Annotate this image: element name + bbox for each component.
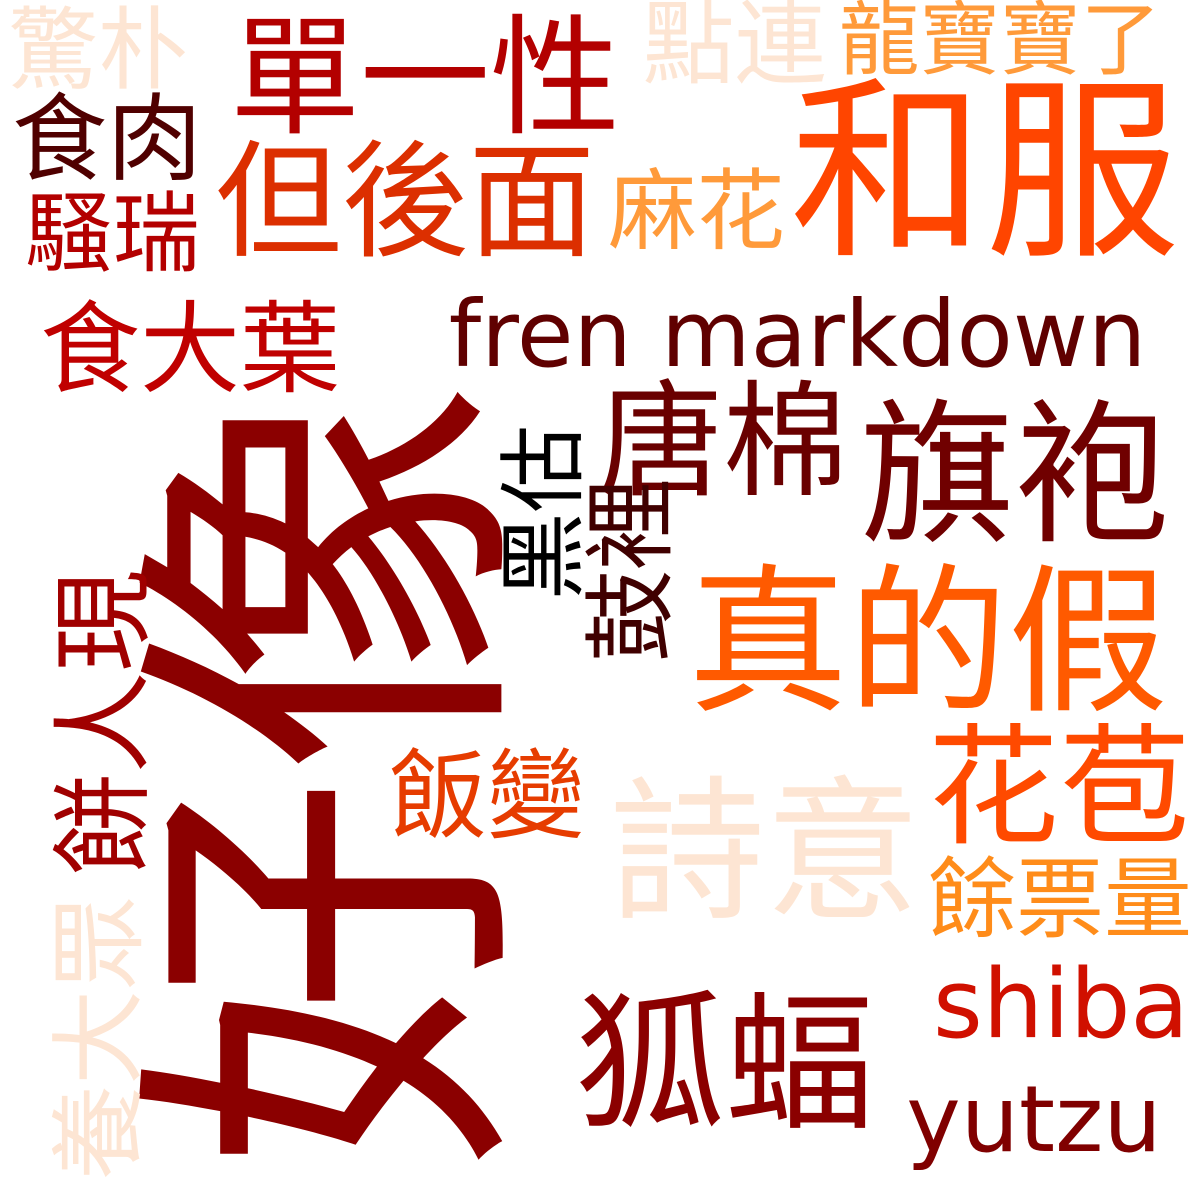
word-longbaobaole: 龍寶寶了 — [839, 0, 1161, 87]
word-saorui: 騷瑞 — [25, 183, 201, 286]
word-danyixing: 單一性 — [230, 1, 621, 154]
word-fanbian: 飯變 — [389, 739, 585, 854]
word-zhendejia: 真的假 — [688, 548, 1169, 736]
word-yangdazhong: 養大眾 — [44, 894, 155, 1180]
word-hefu: 和服 — [790, 59, 1180, 286]
word-jingpu: 驚朴 — [8, 0, 188, 103]
word-huabao: 花苞 — [928, 711, 1191, 864]
word-dianlian: 點連 — [642, 0, 827, 98]
word-shiyi: 詩意 — [610, 762, 920, 943]
word-yutzu: yutzu — [906, 1066, 1162, 1173]
word-tangmian: 唐棉 — [598, 370, 848, 515]
word-hufu: 狐蝠 — [575, 978, 876, 1152]
word-bingrenxian: 餅人現 — [45, 569, 164, 875]
word-shiba: shiba — [933, 948, 1189, 1061]
word-guli: 鼓裡 — [578, 477, 685, 662]
word-shirou: 食肉 — [12, 84, 203, 195]
word-yupiaoliang: 餘票量 — [928, 848, 1193, 951]
word-fren-markdown: fren markdown — [448, 281, 1147, 388]
word-qipao: 旗袍 — [860, 384, 1170, 566]
word-danhoumian: 但後面 — [215, 128, 596, 277]
word-shidaye: 食大葉 — [40, 291, 340, 408]
word-mahua: 麻花 — [608, 160, 786, 264]
word-heigu: 黑估 — [493, 424, 596, 600]
